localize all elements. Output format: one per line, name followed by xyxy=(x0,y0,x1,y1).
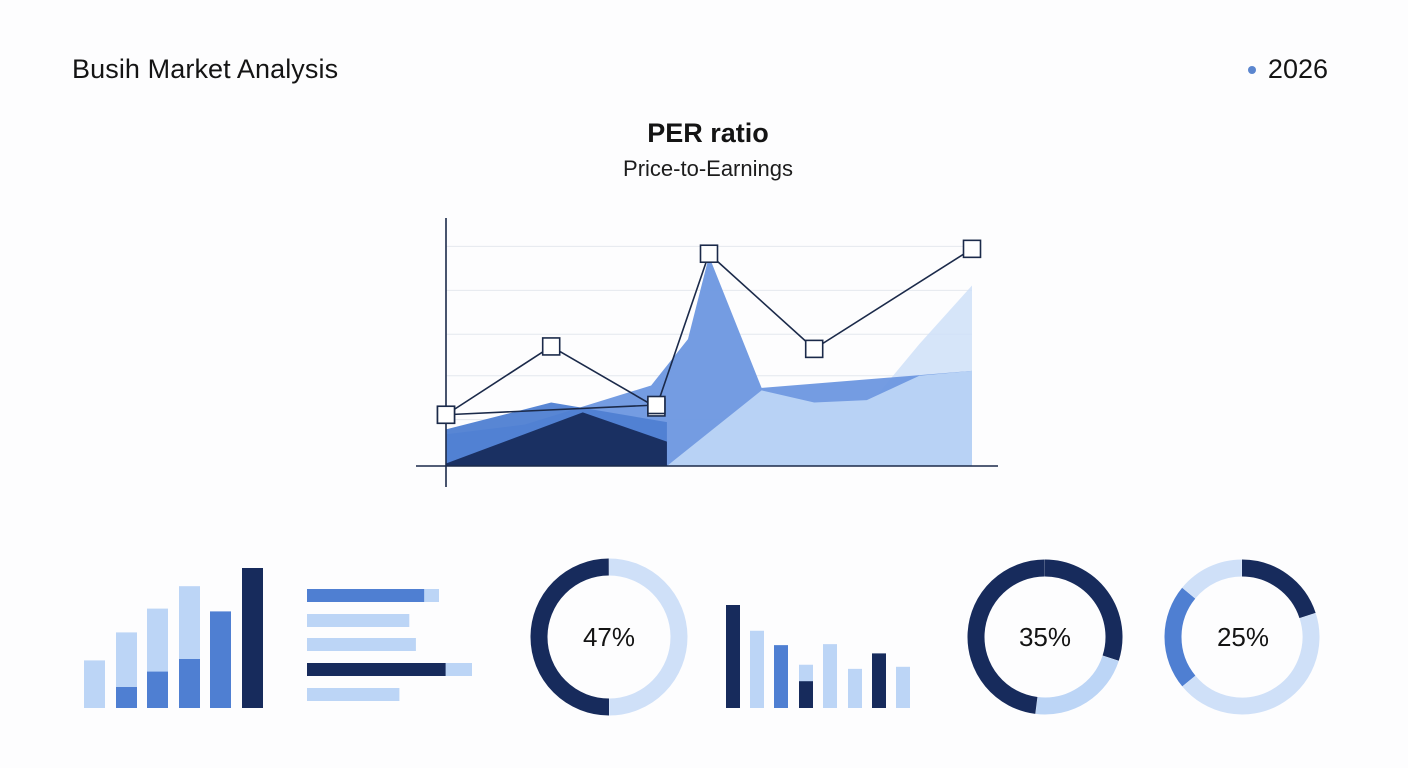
donut-25-segment-2 xyxy=(1164,587,1196,687)
bar-b-1 xyxy=(750,630,764,708)
chart-title: PER ratio xyxy=(647,118,769,148)
data-point-s1-0 xyxy=(436,405,456,425)
hbar-highlight-3 xyxy=(307,663,446,676)
hbar-1 xyxy=(307,614,410,627)
chart-subtitle: Price-to-Earnings xyxy=(623,156,793,181)
bar-b-highlight-6 xyxy=(872,653,886,708)
bar-a-highlight-3 xyxy=(179,659,200,708)
area-series-4 xyxy=(446,412,667,466)
year-dot-icon xyxy=(1247,65,1256,74)
year-indicator: 2026 xyxy=(1247,54,1328,85)
donut-label-47: 47% xyxy=(582,622,636,652)
bar-b-highlight-0 xyxy=(726,605,740,708)
area-series-5 xyxy=(666,370,972,466)
bar-a-5 xyxy=(242,568,263,708)
donut-47-segment-0 xyxy=(608,558,688,716)
donut-47-segment-1 xyxy=(530,558,610,716)
donut-25-segment-1 xyxy=(1182,613,1320,715)
year-label: 2026 xyxy=(1267,54,1328,84)
data-point-s0-3 xyxy=(699,244,719,264)
bar-b-highlight-3 xyxy=(799,681,813,708)
line-series-1 xyxy=(445,404,657,416)
data-point-s0-5 xyxy=(962,239,982,259)
donut-25-segment-3 xyxy=(1182,559,1243,599)
hbar-highlight-0 xyxy=(307,589,425,602)
data-point-s0-1 xyxy=(541,337,561,356)
donut-label-25: 25% xyxy=(1216,622,1270,652)
bar-b-5 xyxy=(848,668,862,708)
hbar-4 xyxy=(307,688,400,701)
bar-a-highlight-1 xyxy=(116,687,137,708)
page-title: Busih Market Analysis xyxy=(72,54,339,84)
donut-label-35: 35% xyxy=(1018,622,1072,652)
bar-b-4 xyxy=(823,644,837,708)
data-point-s1-1 xyxy=(647,395,666,415)
bar-a-highlight-2 xyxy=(147,671,168,708)
donut-35-segment-2 xyxy=(967,559,1046,714)
hbar-2 xyxy=(307,638,416,651)
data-point-s0-4 xyxy=(804,339,824,359)
bar-b-7 xyxy=(896,666,910,708)
bar-a-4 xyxy=(210,611,231,708)
donut-35-segment-1 xyxy=(1035,655,1119,715)
donut-35-segment-0 xyxy=(1044,559,1123,661)
bar-b-highlight-2 xyxy=(774,645,788,708)
line-series-0 xyxy=(445,248,973,416)
donut-25-segment-0 xyxy=(1241,559,1316,619)
bar-a-0 xyxy=(84,660,105,708)
